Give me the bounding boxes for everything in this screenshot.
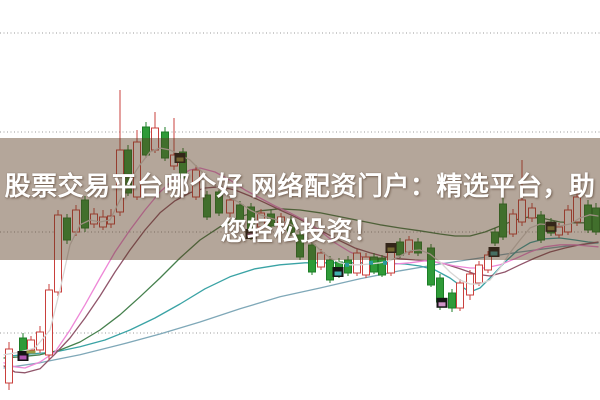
headline-band: 股票交易平台哪个好 网络配资门户：精选平台，助 您轻松投资！ <box>0 138 600 260</box>
headline-line-2: 您轻松投资！ <box>220 216 380 246</box>
headline-line-1: 股票交易平台哪个好 网络配资门户：精选平台，助 <box>4 171 596 201</box>
